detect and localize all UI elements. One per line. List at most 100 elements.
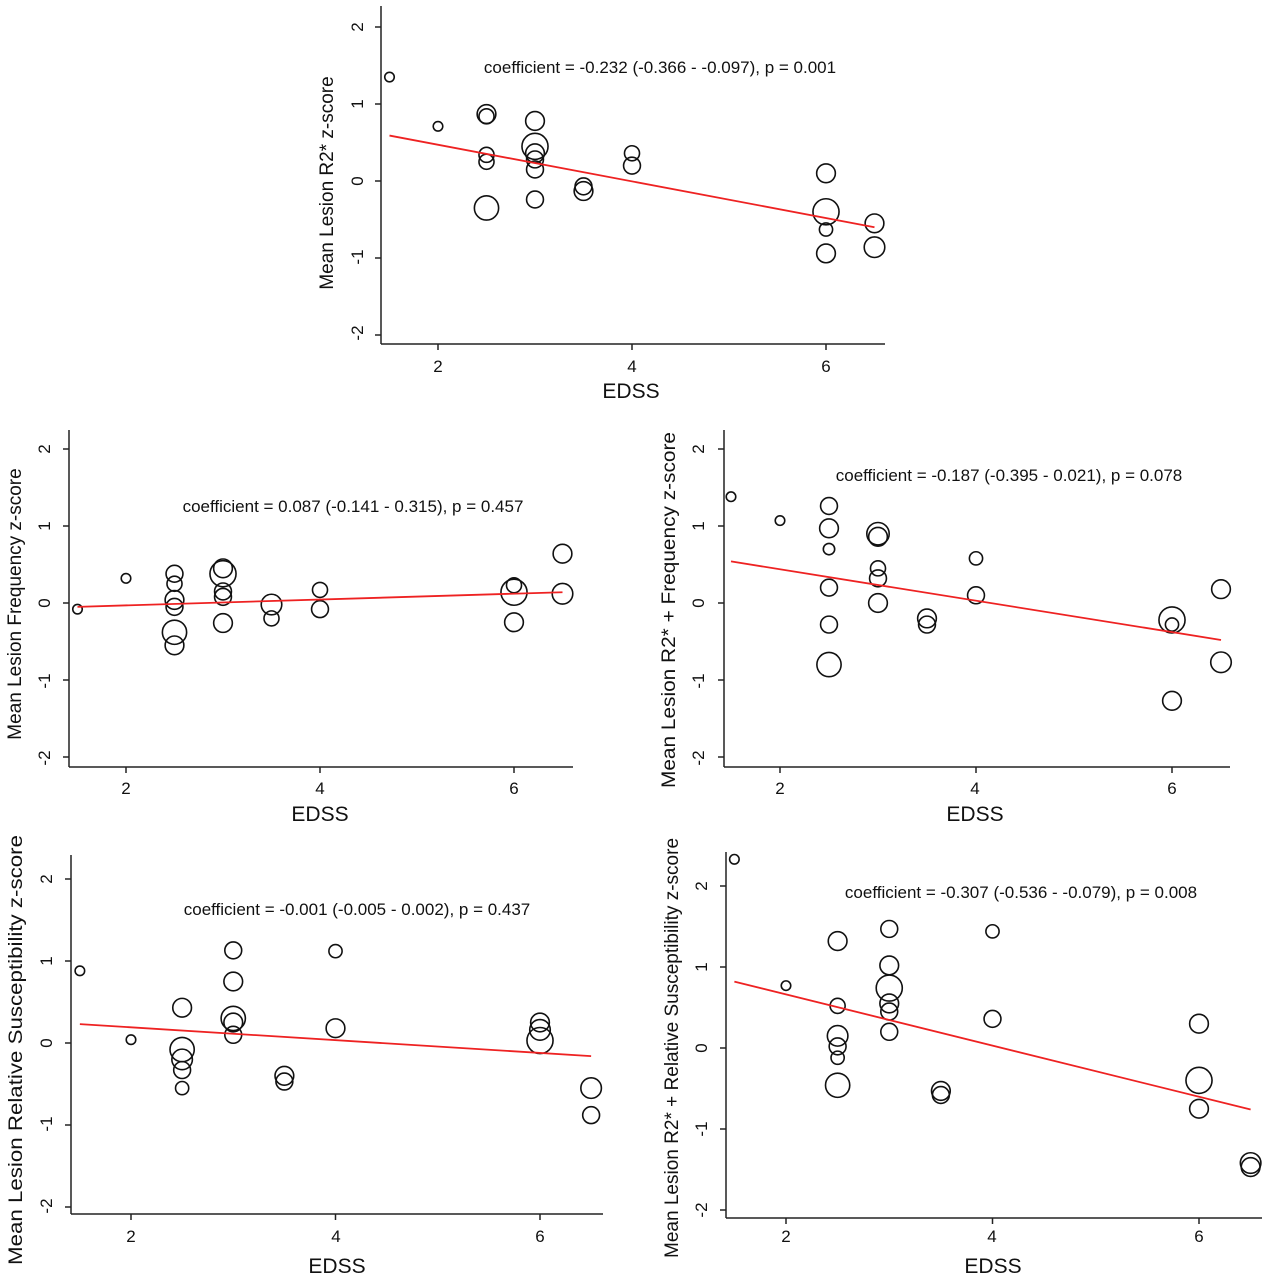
panel-r2star-susceptibility-point-15 xyxy=(931,1085,951,1105)
panel-r2star-frequency-ytick-2: 2 xyxy=(689,444,708,453)
panel-frequency-point-6 xyxy=(161,619,188,646)
panel-r2star-point-16 xyxy=(622,156,642,175)
panel-r2star-frequency-ytick-0: 0 xyxy=(689,598,708,607)
panel-susceptibility-ytick-0: 0 xyxy=(37,1038,56,1047)
panel-susceptibility-ytick-2: 2 xyxy=(37,874,56,883)
panel-r2star-susceptibility-point-5 xyxy=(828,1037,847,1056)
panel-r2star-susceptibility-ylabel: Mean Lesion R2* + Relative Susceptibilit… xyxy=(662,838,683,1258)
panel-r2star-frequency-point-2 xyxy=(819,496,839,516)
panel-frequency-point-3 xyxy=(166,575,183,593)
panel-susceptibility-annotation: coefficient = -0.001 (-0.005 - 0.002), p… xyxy=(184,900,531,919)
panel-susceptibility-point-9 xyxy=(220,1005,247,1032)
panel-r2star-point-11 xyxy=(525,160,545,179)
panel-susceptibility-point-7 xyxy=(224,941,243,960)
panel-susceptibility-xlabel: EDSS xyxy=(308,1255,365,1278)
panel-r2star-susceptibility-point-4 xyxy=(826,1024,849,1047)
panel-frequency-point-15 xyxy=(311,581,329,599)
panel-r2star-susceptibility-annotation: coefficient = -0.307 (-0.536 - -0.079), … xyxy=(845,883,1197,902)
panel-r2star-frequency-ytick-m1: -1 xyxy=(689,673,708,688)
panel-r2star-frequency-point-3 xyxy=(818,518,840,539)
panel-r2star-susceptibility-point-18 xyxy=(1188,1013,1210,1034)
panel-frequency-ytick-0: 0 xyxy=(35,598,54,607)
panel-r2star-frequency-ytick-1: 1 xyxy=(689,521,708,530)
panel-r2star-annotation: coefficient = -0.232 (-0.366 - -0.097), … xyxy=(484,58,836,77)
panel-susceptibility-xtick-4: 4 xyxy=(331,1227,340,1246)
panel-frequency-ytick-m2: -2 xyxy=(35,750,54,765)
panel-r2star-point-0 xyxy=(383,71,396,83)
panel-r2star-frequency-ytick-m2: -2 xyxy=(689,750,708,765)
panel-r2star-point-14 xyxy=(573,180,594,202)
panel-r2star-frequency-point-9 xyxy=(867,526,889,547)
panel-r2star-susceptibility-point-14 xyxy=(930,1080,952,1102)
panel-r2star-ytick-1: 1 xyxy=(348,99,367,108)
panel-r2star-point-8 xyxy=(521,132,549,161)
panel-r2star-susceptibility-point-10 xyxy=(875,974,904,1002)
panel-frequency-point-11 xyxy=(213,587,233,607)
panel-r2star-fit-line xyxy=(389,134,875,229)
panel-frequency-xtick-4: 4 xyxy=(315,779,324,798)
panel-r2star-susceptibility-ytick-1: 1 xyxy=(692,962,711,971)
panel-frequency-ytick-m1: -1 xyxy=(35,673,54,688)
panel-susceptibility-point-14 xyxy=(328,943,343,959)
panel-r2star-frequency: coefficient = -0.187 (-0.395 - 0.021), p… xyxy=(659,430,1233,826)
panel-susceptibility-xtick-6: 6 xyxy=(535,1227,544,1246)
panel-frequency-point-9 xyxy=(209,559,237,588)
panel-r2star-point-10 xyxy=(525,150,545,169)
panel-frequency-point-4 xyxy=(164,589,185,611)
panel-r2star-susceptibility-point-20 xyxy=(1188,1098,1210,1119)
panel-r2star-ytick-m1: -1 xyxy=(348,249,367,264)
panel-frequency-point-8 xyxy=(212,558,234,579)
panel-r2star-frequency-point-19 xyxy=(1161,690,1183,711)
panel-r2star-susceptibility-ytick-0: 0 xyxy=(692,1043,711,1052)
panel-r2star-frequency-point-7 xyxy=(816,651,842,678)
panel-r2star-susceptibility: coefficient = -0.307 (-0.536 - -0.079), … xyxy=(662,838,1262,1278)
panel-r2star-susceptibility-point-13 xyxy=(880,1022,899,1042)
panel-r2star-frequency-point-5 xyxy=(819,578,839,597)
panel-r2star-frequency-point-14 xyxy=(917,615,937,634)
panel-susceptibility-point-16 xyxy=(529,1012,551,1033)
panel-r2star-ylabel: Mean Lesion R2* z-score xyxy=(317,76,338,289)
panel-r2star-susceptibility-point-11 xyxy=(879,993,900,1014)
panel-r2star-ytick-0: 0 xyxy=(348,176,367,185)
panel-r2star-susceptibility-ytick-m1: -1 xyxy=(692,1121,711,1136)
panel-frequency-ytick-1: 1 xyxy=(35,521,54,530)
panel-r2star-xlabel: EDSS xyxy=(602,380,659,403)
panel-r2star-frequency-point-8 xyxy=(865,521,890,546)
panel-r2star-ytick-2: 2 xyxy=(348,22,367,31)
panel-r2star-frequency-point-12 xyxy=(867,592,889,614)
panel-r2star-frequency-point-17 xyxy=(1158,606,1186,634)
panel-r2star-susceptibility-point-6 xyxy=(830,1050,846,1066)
panel-susceptibility-point-4 xyxy=(171,1048,194,1071)
panel-r2star-point-15 xyxy=(623,144,641,162)
panel-frequency-point-0 xyxy=(71,603,84,615)
panel-frequency-point-12 xyxy=(212,612,234,634)
panel-frequency: coefficient = 0.087 (-0.141 - 0.315), p … xyxy=(5,430,574,826)
panel-r2star-frequency-xlabel: EDSS xyxy=(946,803,1003,826)
panel-susceptibility-ytick-m2: -2 xyxy=(37,1198,56,1213)
panel-r2star-susceptibility-ytick-m2: -2 xyxy=(692,1202,711,1217)
panel-r2star-point-13 xyxy=(574,177,593,196)
panel-frequency-point-7 xyxy=(164,635,185,656)
panel-r2star-frequency-xtick-6: 6 xyxy=(1167,779,1176,798)
panel-r2star-point-18 xyxy=(812,197,840,226)
panel-susceptibility-point-19 xyxy=(580,1077,603,1100)
panel-susceptibility-ytick-m1: -1 xyxy=(37,1116,56,1131)
panel-susceptibility-point-15 xyxy=(325,1018,346,1039)
panel-susceptibility-point-12 xyxy=(274,1065,295,1086)
panel-r2star-susceptibility-ytick-2: 2 xyxy=(692,881,711,890)
panel-r2star-susceptibility-xtick-2: 2 xyxy=(781,1227,790,1246)
panel-frequency-point-19 xyxy=(503,612,525,633)
panel-frequency-point-5 xyxy=(165,597,184,617)
panel-r2star-susceptibility-point-21 xyxy=(1239,1151,1262,1175)
panel-frequency-point-1 xyxy=(120,572,132,584)
panel-susceptibility-point-17 xyxy=(528,1018,552,1041)
panel-r2star-susceptibility-point-0 xyxy=(728,853,740,865)
panel-r2star-frequency-annotation: coefficient = -0.187 (-0.395 - 0.021), p… xyxy=(836,466,1183,485)
panel-r2star-xtick-2: 2 xyxy=(433,357,442,376)
panel-r2star-point-19 xyxy=(818,222,834,237)
panel-r2star-frequency-point-20 xyxy=(1210,578,1232,600)
panel-frequency-point-10 xyxy=(213,582,233,601)
panel-frequency-point-21 xyxy=(551,582,574,605)
panel-r2star-frequency-point-13 xyxy=(916,608,938,629)
